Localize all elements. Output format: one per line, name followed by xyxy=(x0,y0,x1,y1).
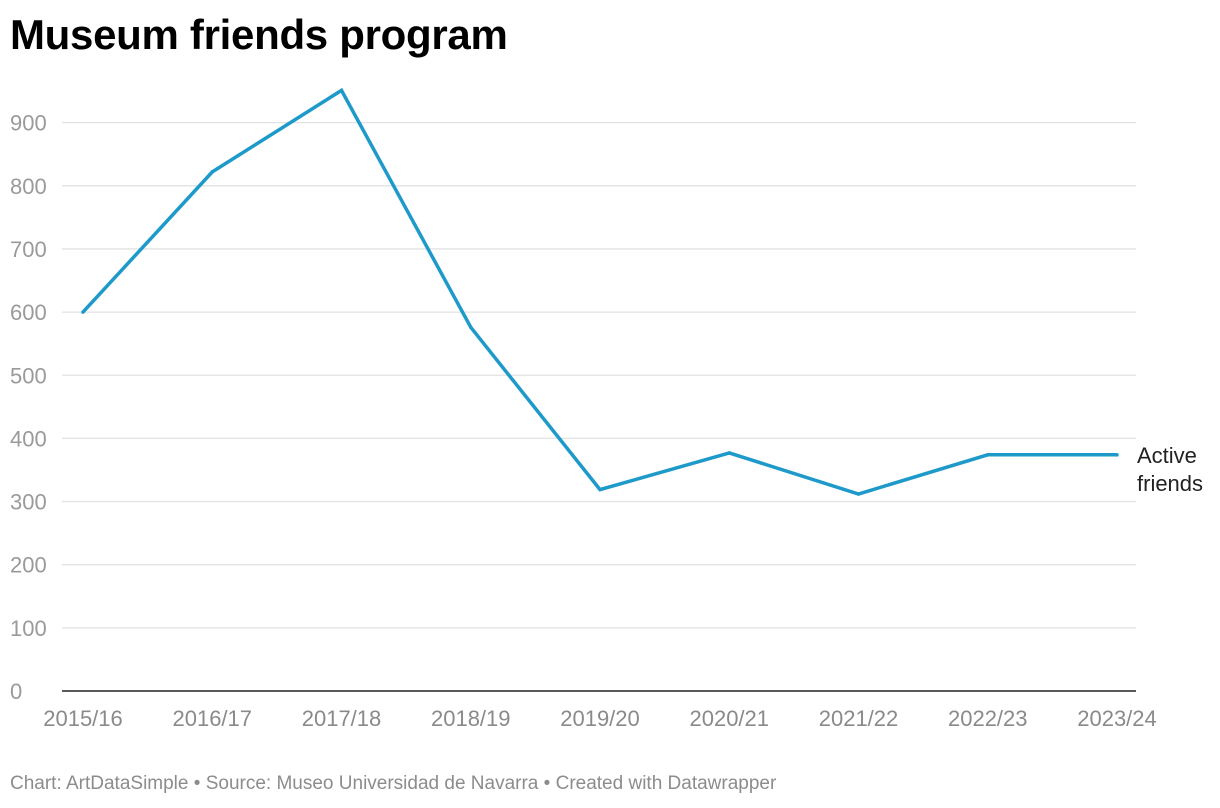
data-point xyxy=(856,492,861,496)
data-point xyxy=(986,453,990,457)
footer-chart-label: Chart: xyxy=(10,773,62,794)
y-tick-label: 0 xyxy=(10,679,22,704)
series-label-line: Active xyxy=(1137,443,1197,468)
x-tick-label: 2022/23 xyxy=(948,706,1028,731)
data-point xyxy=(469,325,473,330)
chart-title: Museum friends program xyxy=(10,11,508,58)
y-tick-label: 100 xyxy=(10,616,47,641)
footer-source-label: Source: xyxy=(205,773,272,794)
x-axis-ticks: 2015/16 2016/17 2017/18 2018/19 2019/20 2020/… xyxy=(43,706,1157,731)
y-tick-label: 500 xyxy=(10,363,47,388)
series xyxy=(81,87,1119,496)
y-tick-label: 700 xyxy=(10,237,47,262)
footer-source-link[interactable]: Museo Universidad de Navarra xyxy=(276,773,539,794)
footer-separator: • xyxy=(543,773,551,794)
series-line xyxy=(81,87,1117,496)
y-tick-label: 800 xyxy=(10,174,47,199)
x-tick-label: 2023/24 xyxy=(1077,706,1157,731)
x-tick-label: 2015/16 xyxy=(43,706,123,731)
footer-separator: • xyxy=(193,773,201,794)
y-tick-label: 400 xyxy=(10,426,47,451)
series-label-line: friends xyxy=(1137,471,1203,496)
data-point xyxy=(339,88,344,93)
x-tick-label: 2018/19 xyxy=(431,706,511,731)
data-point xyxy=(1115,453,1119,457)
data-point xyxy=(727,451,731,455)
x-tick-label: 2021/22 xyxy=(819,706,899,731)
series-label-active-friends: Active friends xyxy=(1137,443,1203,496)
x-tick-label: 2019/20 xyxy=(560,706,640,731)
x-tick-label: 2020/21 xyxy=(689,706,769,731)
y-tick-label: 600 xyxy=(10,300,47,325)
grid-lines xyxy=(62,122,1136,629)
chart-footer: Chart: ArtDataSimple • Source: Museo Uni… xyxy=(10,770,776,798)
y-tick-label: 200 xyxy=(10,553,47,578)
data-point xyxy=(210,170,214,174)
y-tick-label: 300 xyxy=(10,490,47,515)
data-point xyxy=(81,310,85,314)
x-tick-label: 2017/18 xyxy=(302,706,382,731)
footer-author-link[interactable]: ArtDataSimple xyxy=(65,773,189,794)
y-tick-label: 900 xyxy=(10,111,47,136)
x-tick-label: 2016/17 xyxy=(172,706,252,731)
footer-credit-link[interactable]: Created with Datawrapper xyxy=(555,773,777,794)
y-axis-ticks: 0 100 200 300 400 500 600 700 800 900 xyxy=(10,111,47,704)
data-point xyxy=(598,487,602,492)
